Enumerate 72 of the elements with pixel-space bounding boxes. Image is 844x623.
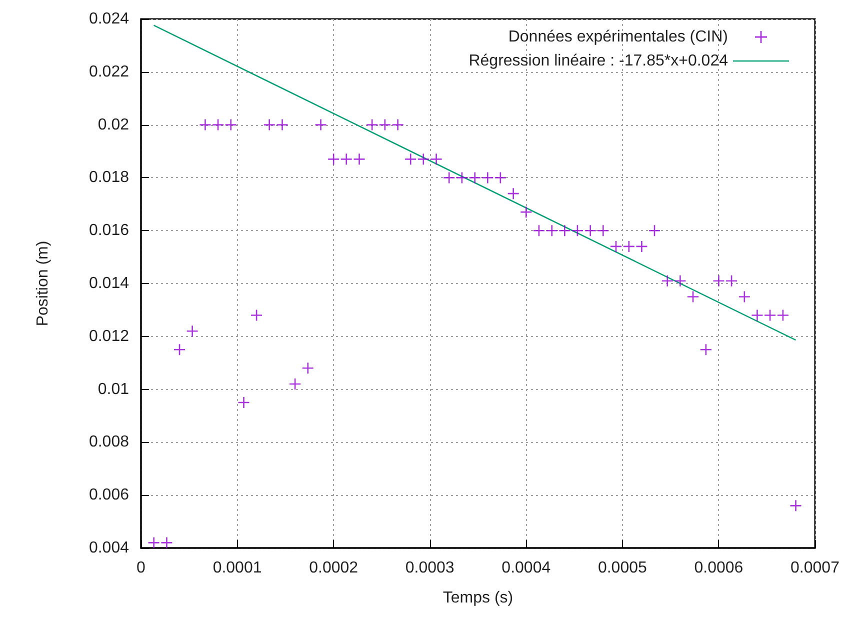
x-axis-title: Temps (s): [442, 590, 514, 606]
point: [418, 154, 429, 165]
point: [251, 310, 262, 321]
x-tick-label: 0.0003: [405, 560, 454, 576]
point: [212, 119, 224, 130]
point: [738, 291, 750, 302]
y-tick-label: 0.024: [88, 10, 130, 28]
point: [264, 119, 275, 130]
point: [276, 119, 288, 130]
x-tick-label: 0.0002: [309, 560, 358, 576]
point: [379, 119, 390, 130]
point: [456, 172, 468, 184]
point: [726, 275, 738, 286]
point: [559, 225, 570, 236]
point: [662, 275, 673, 286]
point: [200, 119, 211, 130]
point: [584, 225, 596, 236]
y-tick-label: 0.014: [88, 275, 130, 292]
point: [572, 225, 583, 236]
x-tick-label: 0.0006: [694, 560, 744, 576]
point: [533, 225, 544, 236]
point: [315, 119, 326, 130]
point: [546, 225, 558, 236]
point: [238, 397, 250, 408]
y-tick-label: 0.008: [88, 434, 130, 451]
point: [648, 225, 660, 236]
point: [777, 310, 788, 321]
y-tick-label: 0.012: [88, 328, 130, 345]
point: [623, 240, 634, 252]
y-axis-title: Position (m): [34, 240, 52, 326]
legend-label: Régression linéaire : -17.85*x+0.024: [468, 52, 728, 70]
x-tick-label: 0.0007: [790, 560, 840, 576]
point: [302, 362, 314, 374]
point: [366, 119, 378, 130]
point: [636, 240, 648, 252]
point: [405, 154, 416, 165]
point: [148, 537, 160, 548]
point: [764, 310, 776, 321]
x-tick-label: 0: [136, 560, 146, 576]
point: [674, 275, 686, 286]
y-tick-label: 0.018: [88, 169, 130, 186]
point: [174, 344, 186, 356]
point: [161, 537, 172, 548]
point: [225, 119, 236, 130]
legend-label: Données expérimentales (CIN): [508, 28, 728, 46]
x-tick-label: 0.0004: [502, 560, 551, 576]
point: [186, 326, 198, 337]
point: [482, 172, 494, 184]
point: [444, 172, 455, 184]
point: [700, 344, 712, 356]
point: [598, 225, 609, 236]
x-tick-label: 0.0001: [212, 560, 262, 576]
y-tick-label: 0.016: [88, 222, 130, 240]
point: [354, 154, 365, 165]
point: [713, 275, 724, 286]
point: [688, 291, 699, 302]
point: [469, 172, 480, 184]
y-tick-label: 0.02: [98, 116, 130, 134]
point: [340, 154, 352, 165]
point: [508, 188, 519, 200]
point: [494, 172, 506, 184]
point: [520, 206, 532, 218]
y-tick-label: 0.01: [98, 380, 130, 398]
y-tick-label: 0.006: [88, 486, 130, 504]
x-tick-label: 0.0005: [598, 560, 647, 576]
point: [328, 154, 340, 165]
point: [430, 154, 442, 165]
point: [790, 500, 802, 512]
point: [752, 310, 763, 321]
y-tick-label: 0.004: [88, 540, 130, 556]
y-tick-label: 0.022: [88, 63, 130, 80]
point: [392, 119, 404, 130]
